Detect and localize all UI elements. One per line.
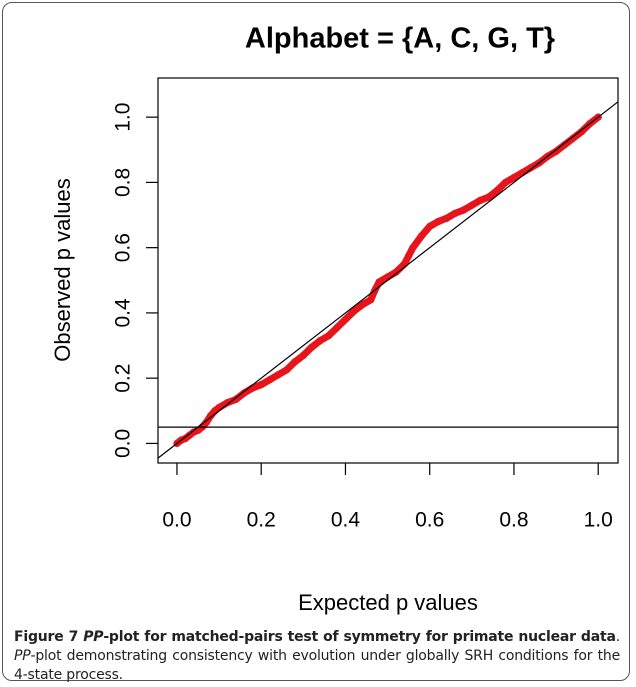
caption-text: -plot demonstrating consistency with evo…: [14, 648, 620, 683]
x-axis-label: Expected p values: [298, 590, 478, 615]
caption-title: Figure 7 PP-plot for matched-pairs test …: [14, 628, 620, 685]
caption-italic: PP: [14, 648, 31, 664]
y-tick-label: 0.4: [112, 298, 135, 328]
plot-box: [157, 77, 619, 464]
x-tick-label: 0.2: [247, 509, 276, 532]
x-tick-label: 1.0: [584, 509, 613, 532]
x-tick-label: 0.6: [415, 509, 444, 532]
y-tick-label: 0.6: [112, 233, 135, 262]
chart-title: Alphabet = {A, C, G, T}: [245, 23, 555, 55]
y-tick-label: 1.0: [112, 103, 135, 132]
x-tick-label: 0.4: [331, 509, 361, 532]
figure-label: Figure 7: [14, 629, 79, 645]
caption-title-text: -plot for matched-pairs test of symmetry…: [103, 629, 616, 645]
y-axis-label: Observed p values: [50, 178, 75, 361]
figure-frame: [2, 2, 630, 681]
y-tick-label: 0.0: [112, 429, 135, 458]
x-tick-label: 0.0: [162, 509, 191, 532]
x-tick-label: 0.8: [499, 509, 528, 532]
y-tick-label: 0.8: [112, 168, 135, 197]
caption-italic: PP: [83, 629, 104, 645]
reference-diagonal: [157, 101, 619, 459]
caption: Figure 7 PP-plot for matched-pairs test …: [14, 628, 620, 685]
y-tick-label: 0.2: [112, 364, 135, 393]
chart: Alphabet = {A, C, G, T} Expected p value…: [50, 23, 619, 615]
caption-period: .: [615, 629, 620, 645]
